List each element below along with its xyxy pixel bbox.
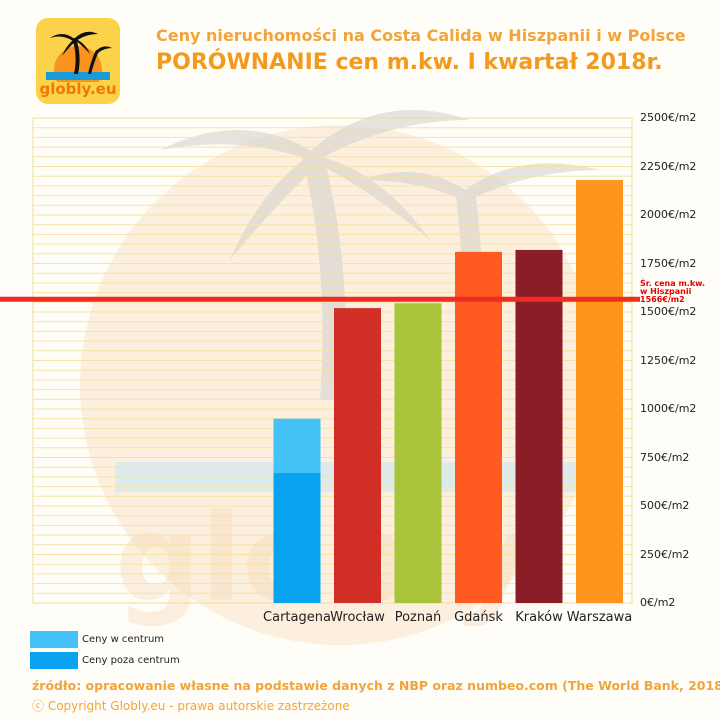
x-tick-label: Poznań: [394, 610, 442, 625]
y-tick-label: 250€/m2: [640, 547, 690, 561]
bar-cartagena-centrum: [273, 418, 321, 474]
y-tick-label: 2250€/m2: [640, 159, 697, 173]
bar-wrocław: [334, 308, 381, 603]
chart-subtitle: PORÓWNANIE cen m.kw. I kwartał 2018r.: [156, 50, 663, 75]
y-tick-label: 2500€/m2: [640, 111, 697, 124]
legend-item: Ceny w centrum: [30, 631, 164, 648]
y-tick-label: 1500€/m2: [640, 305, 697, 318]
logo-text: globly.eu: [39, 80, 117, 98]
y-tick-label: 2000€/m2: [640, 208, 697, 221]
copyright-note: ⓒ Copyright Globly.eu - prawa autorskie …: [32, 699, 350, 713]
chart-title: Ceny nieruchomości na Costa Calida w His…: [156, 26, 686, 45]
bar-poznań: [394, 303, 442, 603]
globly-logo: globly.eu: [36, 18, 120, 104]
x-tick-label: Warszawa: [566, 610, 633, 625]
y-tick-label: 750€/m2: [640, 450, 690, 464]
legend-label: Ceny w centrum: [82, 634, 165, 645]
bar-cartagena-poza-centrum: [273, 473, 321, 603]
x-tick-label: Kraków: [515, 610, 563, 625]
y-tick-label: 0€/m2: [640, 596, 676, 609]
reference-line-label: Śr. cena m.kw. w Hiszpanii 1566€/m2: [640, 279, 706, 304]
legend-swatch: [30, 652, 78, 669]
bar-kraków: [515, 249, 563, 604]
legend-label: Ceny poza centrum: [82, 655, 180, 666]
y-tick-label: 1250€/m2: [640, 353, 697, 367]
plot-frame: [32, 117, 633, 604]
y-tick-label: 500€/m2: [640, 499, 690, 512]
palm-logo-icon: [46, 31, 112, 82]
y-tick-label: 1000€/m2: [640, 402, 697, 415]
legend-item: Ceny poza centrum: [30, 652, 180, 669]
legend-swatch: [30, 631, 78, 648]
source-note: źródło: opracowanie własne na podstawie …: [32, 678, 720, 693]
x-tick-label: Wrocław: [330, 610, 385, 625]
x-tick-label: Cartagena: [263, 610, 331, 625]
bar-warszawa: [576, 180, 623, 603]
bar-gdańsk: [455, 251, 502, 604]
y-tick-label: 1750€/m2: [640, 256, 697, 270]
x-tick-label: Gdańsk: [454, 610, 503, 625]
